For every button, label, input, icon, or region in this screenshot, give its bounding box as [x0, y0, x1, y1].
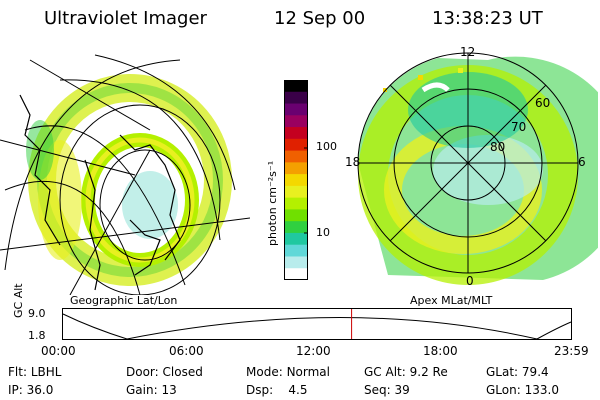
colorbar	[284, 80, 308, 280]
status-gc-alt: GC Alt: 9.2 Re	[364, 365, 448, 379]
status-glat: GLat: 79.4	[486, 365, 549, 379]
lat-label-80: 80	[490, 140, 506, 154]
colorbar-band	[284, 91, 308, 105]
timeline-ytick-1-8: 1.8	[28, 329, 46, 342]
status-door: Door: Closed	[126, 365, 203, 379]
colorbar-band	[284, 162, 308, 175]
status-mode: Mode: Normal	[246, 365, 330, 379]
colorbar-band	[284, 103, 308, 116]
colorbar-band	[284, 174, 308, 187]
orbit-altitude-timeline	[62, 308, 572, 340]
status-glon: GLon: 133.0	[486, 383, 559, 397]
mlt-label-12: 12	[460, 45, 476, 59]
mlt-label-0: 0	[466, 274, 474, 288]
left-panel-caption: Geographic Lat/Lon	[70, 294, 178, 307]
timeline-xtick-0600: 06:00	[169, 344, 204, 358]
colorbar-tick-100: 100	[316, 140, 337, 153]
right-panel-caption: Apex MLat/MLT	[410, 294, 493, 307]
date-label: 12 Sep 00	[274, 8, 366, 29]
colorbar-band	[284, 268, 308, 280]
colorbar-band	[284, 80, 308, 93]
colorbar-band	[284, 244, 308, 257]
colorbar-band	[284, 221, 308, 234]
mlt-label-18: 18	[345, 155, 361, 169]
geographic-aurora-image	[0, 54, 250, 295]
colorbar-band	[284, 232, 308, 246]
colorbar-band	[284, 256, 308, 269]
colorbar-unit-label: photon cm⁻²s⁻¹	[266, 160, 279, 246]
colorbar-band	[284, 209, 308, 222]
status-seq: Seq: 39	[364, 383, 410, 397]
colorbar-band	[284, 185, 308, 199]
timeline-xtick-0000: 00:00	[41, 344, 76, 358]
status-gain: Gain: 13	[126, 383, 177, 397]
colorbar-band	[284, 138, 308, 152]
lat-label-60: 60	[535, 96, 551, 110]
colorbar-band	[284, 115, 308, 128]
timeline-xtick-1800: 18:00	[423, 344, 458, 358]
status-ip: IP: 36.0	[8, 383, 54, 397]
apex-polar-plot	[357, 52, 598, 285]
colorbar-band	[284, 197, 308, 210]
colorbar-band	[284, 150, 308, 163]
mlt-label-6: 6	[578, 155, 586, 169]
timeline-axis-label: GC Alt	[12, 283, 25, 318]
instrument-title: Ultraviolet Imager	[44, 8, 207, 29]
colorbar-band	[284, 127, 308, 140]
colorbar-tick-10: 10	[316, 226, 330, 239]
time-label: 13:38:23 UT	[432, 8, 543, 29]
status-filter: Flt: LBHL	[8, 365, 62, 379]
status-dsp: Dsp: 4.5	[246, 383, 308, 397]
lat-label-70: 70	[511, 120, 527, 134]
timeline-ytick-9: 9.0	[28, 307, 46, 320]
timeline-xtick-2359: 23:59	[554, 344, 589, 358]
timeline-xtick-1200: 12:00	[296, 344, 331, 358]
